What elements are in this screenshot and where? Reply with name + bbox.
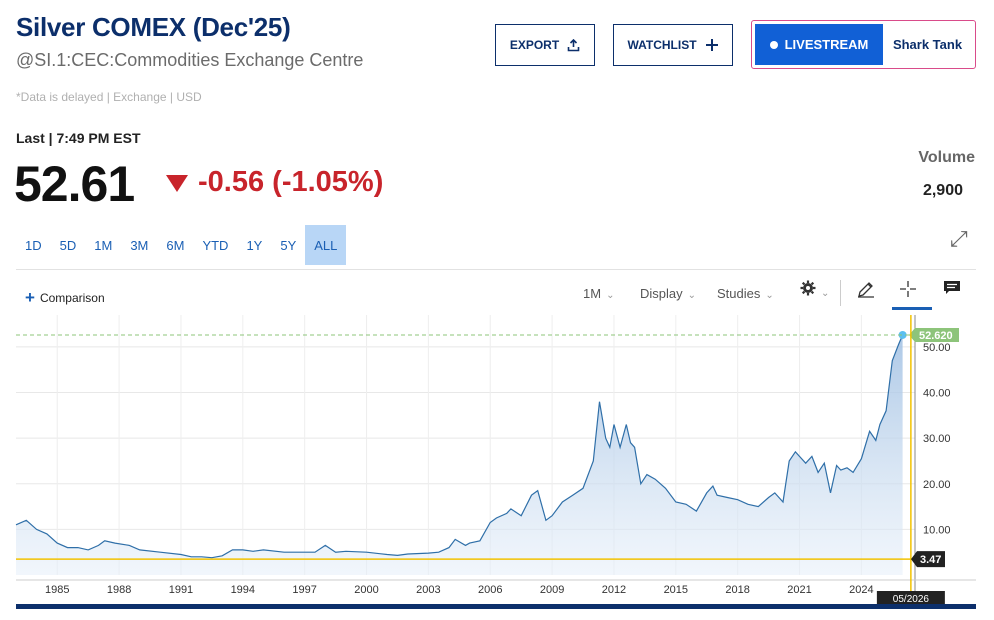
chevron-down-icon: ⌄ [765,290,774,301]
range-tab[interactable]: 1D [25,237,42,253]
settings-menu[interactable]: ⌄ [800,280,829,301]
range-tab[interactable]: 1Y [246,237,263,253]
display-label: Display [640,286,683,301]
y-tick-label: 30.00 [923,433,951,445]
divider [16,269,976,270]
toolbar-divider [840,280,841,306]
livestream-promo: LIVESTREAM Shark Tank [751,20,976,69]
price-chart[interactable]: 10.00 20.00 30.00 40.00 50.00 1985 1988 1991 199… [0,310,994,610]
price-change: -0.56 (-1.05%) [198,166,384,198]
comment-icon [944,281,960,294]
x-tick-label: 1991 [169,584,193,596]
x-tick-label: 2015 [664,584,688,596]
x-tick-label: 2018 [725,584,749,596]
x-tick-label: 2006 [478,584,502,596]
series-line [15,334,904,559]
display-select[interactable]: Display ⌄ [640,286,696,301]
delayed-note: *Data is delayed | Exchange | USD [16,90,202,104]
last-price: 52.61 [14,156,135,212]
x-tick-label: 1994 [231,584,255,596]
studies-label: Studies [717,286,761,301]
y-tick-label: 20.00 [923,479,951,491]
y-tick-label: 40.00 [923,388,951,400]
active-tool-indicator [892,307,932,310]
range-tabs: 1D 5D 1M 3M 6M YTD 1Y 5Y ALL [16,225,347,265]
comparison-button[interactable]: + Comparison [25,288,105,308]
x-tick-label: 2012 [602,584,626,596]
plus-icon [705,39,718,51]
livestream-button[interactable]: LIVESTREAM [755,24,883,65]
export-button[interactable]: EXPORT [495,24,595,66]
crosshair-date-badge [876,591,945,605]
range-tab[interactable]: 3M [130,237,149,253]
crosshair-layer: 52.620 3.47 05/2026 [16,315,959,605]
x-tick-label: 2024 [849,584,873,596]
y-tick-label: 10.00 [923,524,951,536]
range-tab[interactable]: ALL [305,225,347,265]
chart-grid [16,315,915,575]
volume-value: 2,900 [922,182,963,199]
chevron-down-icon: ⌄ [821,288,830,299]
symbol-subtitle: @SI.1:CEC:Commodities Exchange Centre [16,50,364,70]
crosshair-icon [900,281,916,297]
crosshair-value-label: 3.47 [920,554,941,566]
volume-label: Volume [918,149,975,166]
last-point-marker [898,330,907,339]
range-tab[interactable]: 1M [94,237,113,253]
range-tab[interactable]: 5Y [280,237,297,253]
x-tick-label: 1997 [292,584,316,596]
crosshair-date-label: 05/2026 [893,594,930,605]
chevron-down-icon: ⌄ [606,290,615,301]
watchlist-button[interactable]: WATCHLIST [613,24,733,66]
expand-icon[interactable]: ⤢ [950,226,968,251]
x-tick-label: 1985 [45,584,69,596]
series-layer [15,330,907,575]
last-value-label: 52.620 [919,330,953,342]
draw-tool[interactable] [857,280,875,303]
x-tick-label: 2009 [540,584,564,596]
range-tab[interactable]: 5D [59,237,77,253]
range-tab[interactable]: 6M [166,237,185,253]
comparison-label: Comparison [39,291,105,305]
last-value-badge [909,327,959,342]
show-link[interactable]: Shark Tank [892,37,963,52]
down-arrow-icon [166,175,188,192]
x-tick-label: 2021 [787,584,811,596]
axis-layer: 10.00 20.00 30.00 40.00 50.00 1985 1988 1991 199… [16,315,976,602]
chart-navigator-bar[interactable] [16,604,976,609]
watchlist-label: WATCHLIST [627,38,697,52]
export-label: EXPORT [509,38,560,52]
range-tab[interactable]: YTD [202,237,229,253]
x-tick-label: 2003 [416,584,440,596]
comment-tool[interactable] [943,280,961,301]
crosshair-value-badge [911,551,945,568]
chevron-down-icon: ⌄ [687,290,697,301]
series-area [16,335,903,575]
plus-icon: + [25,288,35,307]
page-title: Silver COMEX (Dec'25) [16,12,291,42]
interval-value: 1M [583,286,602,301]
gear-icon [800,280,816,296]
last-time: Last | 7:49 PM EST [16,130,141,146]
upload-icon [567,38,580,51]
livestream-label: LIVESTREAM [784,37,869,52]
x-tick-label: 1988 [107,584,131,596]
pencil-icon [858,282,874,298]
studies-select[interactable]: Studies ⌄ [717,286,774,301]
crosshair-tool[interactable] [899,280,917,303]
live-dot-icon [769,40,778,49]
interval-select[interactable]: 1M ⌄ [583,286,614,301]
x-tick-label: 2000 [354,584,378,596]
y-tick-label: 50.00 [923,342,951,354]
